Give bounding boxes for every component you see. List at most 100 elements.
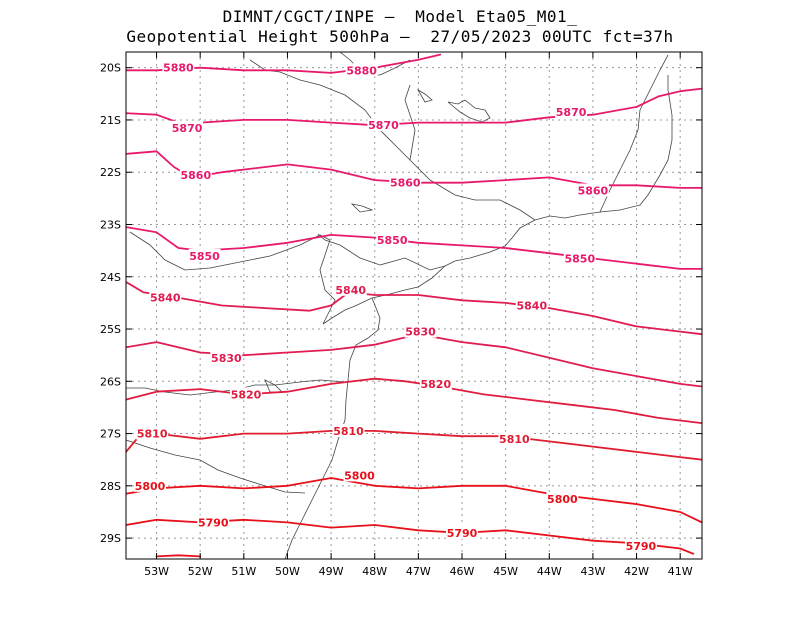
lat-tick-label: 23S (100, 218, 121, 231)
axis-ticks: 53W 52W 51W 50W 49W 48W 47W 46W 45W 44W 43W 42W 41W 2… (100, 52, 702, 578)
contour-label-bg (345, 63, 378, 77)
contour-label: 5880 (163, 62, 194, 75)
contour-label: 5880 (346, 64, 377, 77)
lat-tick-label: 21S (100, 114, 121, 127)
reservoir (416, 88, 433, 103)
map-frame (125, 51, 703, 560)
contour-label: 5800 (135, 480, 166, 493)
contour-label-bg (188, 248, 221, 262)
lat-tick-label: 20S (100, 62, 121, 75)
lon-tick-label: 45W (493, 565, 518, 578)
contour-label-bg (515, 298, 548, 312)
lon-tick-label: 47W (406, 565, 431, 578)
coastline (322, 75, 673, 325)
contour-labels: 5880 5880 5870 5870 5870 5860 5860 5860 5850 5850… (134, 60, 657, 553)
contour-lines (126, 53, 702, 558)
contour-label: 5790 (198, 516, 229, 529)
contour-label-bg (171, 120, 204, 134)
state-border (404, 84, 416, 161)
contour-label: 5820 (231, 388, 262, 401)
contour-label: 5830 (405, 326, 436, 339)
contour-label-bg (624, 538, 657, 552)
state-border (317, 233, 446, 271)
contour-line (126, 477, 702, 524)
contour-label-bg (367, 118, 400, 132)
contour-label: 5850 (189, 250, 220, 263)
contour-label-bg (162, 60, 195, 74)
contour-label-bg (149, 290, 182, 304)
contour-label: 5870 (368, 119, 399, 132)
contour-label: 5840 (517, 300, 548, 313)
contour-label-bg (546, 491, 579, 505)
lon-tick-label: 53W (144, 565, 169, 578)
title-line-1: DIMNT/CGCT/INPE – Model Eta05_M01_ (222, 7, 578, 26)
contour-label: 5810 (499, 433, 530, 446)
contour-label-bg (446, 525, 478, 539)
lon-tick-label: 52W (188, 565, 213, 578)
contour-label: 5860 (181, 169, 212, 182)
state-border (249, 59, 536, 221)
contour-label-bg (555, 105, 588, 119)
state-border (126, 439, 306, 494)
reservoir (350, 203, 374, 213)
contour-label-bg (376, 233, 409, 247)
contour-label-bg (210, 350, 243, 364)
contour-label: 5870 (556, 106, 587, 119)
lon-tick-label: 43W (580, 565, 605, 578)
contour-label-bg (334, 282, 367, 296)
lat-tick-label: 28S (100, 480, 121, 493)
contour-label: 5860 (578, 185, 609, 198)
contour-label: 5850 (565, 252, 596, 265)
contour-label-bg (404, 324, 437, 338)
lat-tick-label: 29S (100, 532, 121, 545)
lat-tick-label: 27S (100, 428, 121, 441)
contour-label-bg (389, 175, 422, 189)
lon-tick-label: 41W (668, 565, 693, 578)
contour-label: 5790 (626, 540, 657, 553)
coastline-and-borders (126, 52, 673, 559)
contour-line (155, 554, 202, 558)
state-border (129, 231, 336, 325)
lon-tick-label: 51W (231, 565, 256, 578)
lon-tick-label: 49W (319, 565, 344, 578)
contour-line (126, 430, 702, 461)
lagoon (264, 379, 283, 393)
lat-tick-label: 25S (100, 323, 121, 336)
lon-tick-label: 48W (362, 565, 387, 578)
contour-label: 5870 (172, 122, 203, 135)
contour-line (126, 281, 702, 336)
lat-tick-label: 24S (100, 271, 121, 284)
contour-label-bg (332, 423, 365, 437)
contour-label: 5840 (150, 292, 181, 305)
state-border (599, 54, 669, 213)
contour-label: 5840 (335, 284, 366, 297)
contour-label: 5800 (344, 469, 375, 482)
contour-label: 5800 (547, 493, 578, 506)
contour-label-bg (498, 431, 531, 445)
lat-tick-label: 26S (100, 375, 121, 388)
grid-lines (126, 52, 702, 559)
lon-tick-label: 50W (275, 565, 300, 578)
contour-label: 5850 (377, 234, 408, 247)
contour-line (126, 377, 702, 424)
lon-tick-label: 46W (450, 565, 475, 578)
contour-label: 5820 (421, 378, 452, 391)
contour-label: 5830 (211, 352, 242, 365)
coastline-south (284, 297, 381, 559)
reservoir (447, 99, 491, 123)
contour-label: 5860 (390, 177, 421, 190)
contour-label: 5790 (447, 527, 478, 540)
contour-label: 5810 (137, 428, 168, 441)
contour-label-bg (179, 167, 212, 181)
contour-label-bg (343, 468, 376, 482)
contour-label-bg (563, 251, 596, 265)
contour-label-bg (197, 515, 230, 529)
lat-tick-label: 22S (100, 166, 121, 179)
contour-label-bg (576, 183, 609, 197)
contour-label-bg (134, 478, 166, 492)
contour-label-bg (230, 387, 262, 401)
lon-tick-label: 44W (537, 565, 562, 578)
contour-label-bg (419, 376, 452, 390)
contour-label-bg (136, 426, 169, 440)
